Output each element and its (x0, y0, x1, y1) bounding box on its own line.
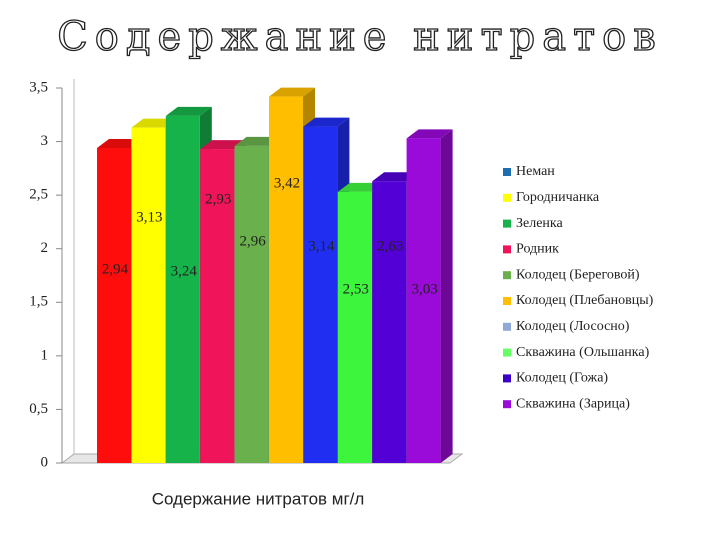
legend-swatch (503, 400, 511, 409)
value-label: 3,24 (171, 263, 198, 279)
legend-label: Колодец (Плебановцы) (516, 293, 654, 308)
bar (200, 149, 235, 464)
legend-label: Городничанка (516, 190, 600, 205)
bar-top (165, 106, 212, 116)
y-tick-label: 1 (41, 347, 49, 363)
y-tick-label: 3 (41, 133, 49, 149)
bar-side (440, 129, 453, 463)
bar (165, 115, 200, 463)
y-tick-label: 2 (41, 240, 49, 256)
legend-swatch (503, 219, 511, 228)
legend-label: Зеленка (516, 216, 564, 231)
bar (269, 96, 303, 464)
bar (303, 126, 338, 464)
legend-swatch (503, 193, 511, 202)
legend-label: Колодец (Гожа) (516, 371, 608, 386)
legend-swatch (503, 245, 511, 254)
y-tick-label: 3,5 (29, 79, 48, 95)
value-label: 3,42 (274, 175, 300, 191)
legend-label: Родник (516, 242, 559, 257)
legend-swatch (503, 322, 511, 331)
legend-label: Колодец (Лососно) (516, 319, 630, 334)
legend-swatch (503, 348, 511, 357)
bar (406, 138, 441, 463)
bar (97, 148, 131, 463)
value-label: 3,14 (308, 238, 335, 254)
bar (337, 191, 372, 463)
bar (372, 181, 407, 463)
bar (234, 145, 269, 463)
legend-label: Скважина (Ольшанка) (516, 345, 650, 360)
legend-label: Скважина (Зарица) (516, 396, 630, 411)
legend-label: Неман (516, 164, 555, 179)
value-label: 2,94 (102, 261, 129, 277)
value-label: 3,03 (411, 281, 437, 297)
legend-swatch (503, 297, 511, 305)
bar-top (303, 117, 350, 127)
value-label: 2,96 (239, 233, 266, 249)
value-label: 2,63 (377, 238, 403, 254)
y-tick-label: 0,5 (29, 401, 48, 417)
value-label: 2,53 (343, 281, 369, 297)
legend-swatch (503, 271, 511, 280)
bar (131, 127, 166, 464)
bar-top (269, 87, 315, 97)
value-label: 2,93 (205, 191, 231, 207)
legend-swatch (503, 168, 511, 176)
y-tick-label: 0 (41, 454, 49, 470)
chart-title: Содержание нитратов (57, 14, 663, 60)
value-label: 3,13 (136, 209, 162, 225)
y-tick-label: 1,5 (29, 294, 48, 310)
y-tick-label: 2,5 (29, 187, 48, 203)
x-axis-title: Содержание нитратов мг/л (152, 489, 365, 508)
legend-label: Колодец (Береговой) (516, 267, 640, 282)
bar-top (406, 129, 453, 139)
legend-swatch (503, 374, 511, 383)
